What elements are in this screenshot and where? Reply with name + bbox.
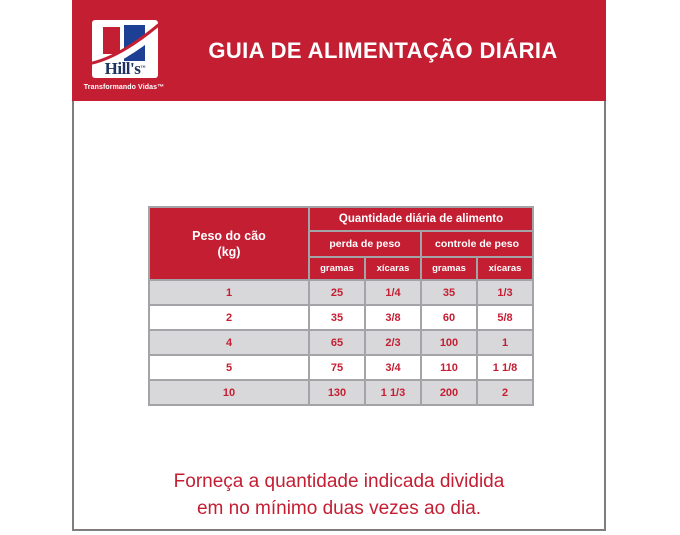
cups-control-cell: 5/8 xyxy=(475,304,535,331)
cups-loss-cell: 2/3 xyxy=(364,329,422,356)
cups-header-control: xícaras xyxy=(475,256,535,281)
grams-loss-cell: 35 xyxy=(308,304,366,331)
table-row: 1 25 1/4 35 1/3 xyxy=(148,279,535,306)
cups-control-cell: 1 1/8 xyxy=(475,354,535,381)
cups-header-loss: xícaras xyxy=(364,256,422,281)
weight-cell: 10 xyxy=(148,379,310,406)
guide-sheet: Hill's™ Transformando Vidas™ GUIA DE ALI… xyxy=(72,0,606,531)
cups-loss-cell: 3/8 xyxy=(364,304,422,331)
page-title: GUIA DE ALIMENTAÇÃO DIÁRIA xyxy=(208,37,558,63)
cups-loss-cell: 3/4 xyxy=(364,354,422,381)
weight-header-line2: (kg) xyxy=(217,244,241,259)
weight-cell: 4 xyxy=(148,329,310,356)
trademark-symbol: ™ xyxy=(140,66,146,71)
weight-control-subheader: controle de peso xyxy=(419,230,535,258)
grams-header-control: gramas xyxy=(420,256,478,281)
grams-control-cell: 110 xyxy=(420,354,478,381)
note-line2: em no mínimo duas vezes ao dia. xyxy=(196,498,482,519)
grams-control-cell: 200 xyxy=(420,379,478,406)
grams-loss-cell: 25 xyxy=(308,279,366,306)
weight-loss-subheader: perda de peso xyxy=(308,230,422,258)
grams-control-cell: 60 xyxy=(420,304,478,331)
grams-control-cell: 35 xyxy=(420,279,478,306)
table-row: 4 65 2/3 100 1 xyxy=(148,329,535,356)
hills-wordmark: Hill's™ xyxy=(92,60,158,77)
weight-cell: 2 xyxy=(148,304,310,331)
cups-control-cell: 1/3 xyxy=(475,279,535,306)
weight-column-header: Peso do cão (kg) xyxy=(148,206,310,281)
header-banner: Hill's™ Transformando Vidas™ GUIA DE ALI… xyxy=(72,0,606,101)
grams-loss-cell: 75 xyxy=(308,354,366,381)
brand-tagline: Transformando Vidas™ xyxy=(83,84,165,91)
weight-cell: 1 xyxy=(148,279,310,306)
hills-logo: Hill's™ xyxy=(92,20,158,78)
cups-control-cell: 2 xyxy=(475,379,535,406)
note-line1: Forneça a quantidade indicada dividida xyxy=(173,471,505,492)
table-row: 5 75 3/4 110 1 1/8 xyxy=(148,354,535,381)
feeding-guide-table: Peso do cão (kg) Quantidade diária de al… xyxy=(148,206,535,406)
table-row: 10 130 1 1/3 200 2 xyxy=(148,379,535,406)
hills-wordmark-text: Hill's xyxy=(104,59,141,78)
grams-loss-cell: 130 xyxy=(308,379,366,406)
feeding-instruction-note: Forneça a quantidade indicada dividida e… xyxy=(74,468,604,522)
weight-cell: 5 xyxy=(148,354,310,381)
grams-header-loss: gramas xyxy=(308,256,366,281)
grams-control-cell: 100 xyxy=(420,329,478,356)
grams-loss-cell: 65 xyxy=(308,329,366,356)
daily-amount-group-header: Quantidade diária de alimento xyxy=(307,206,535,232)
cups-control-cell: 1 xyxy=(475,329,535,356)
table-row: 2 35 3/8 60 5/8 xyxy=(148,304,535,331)
weight-header-line1: Peso do cão xyxy=(192,228,266,243)
hills-logo-icon xyxy=(92,23,158,72)
cups-loss-cell: 1/4 xyxy=(364,279,422,306)
cups-loss-cell: 1 1/3 xyxy=(364,379,422,406)
